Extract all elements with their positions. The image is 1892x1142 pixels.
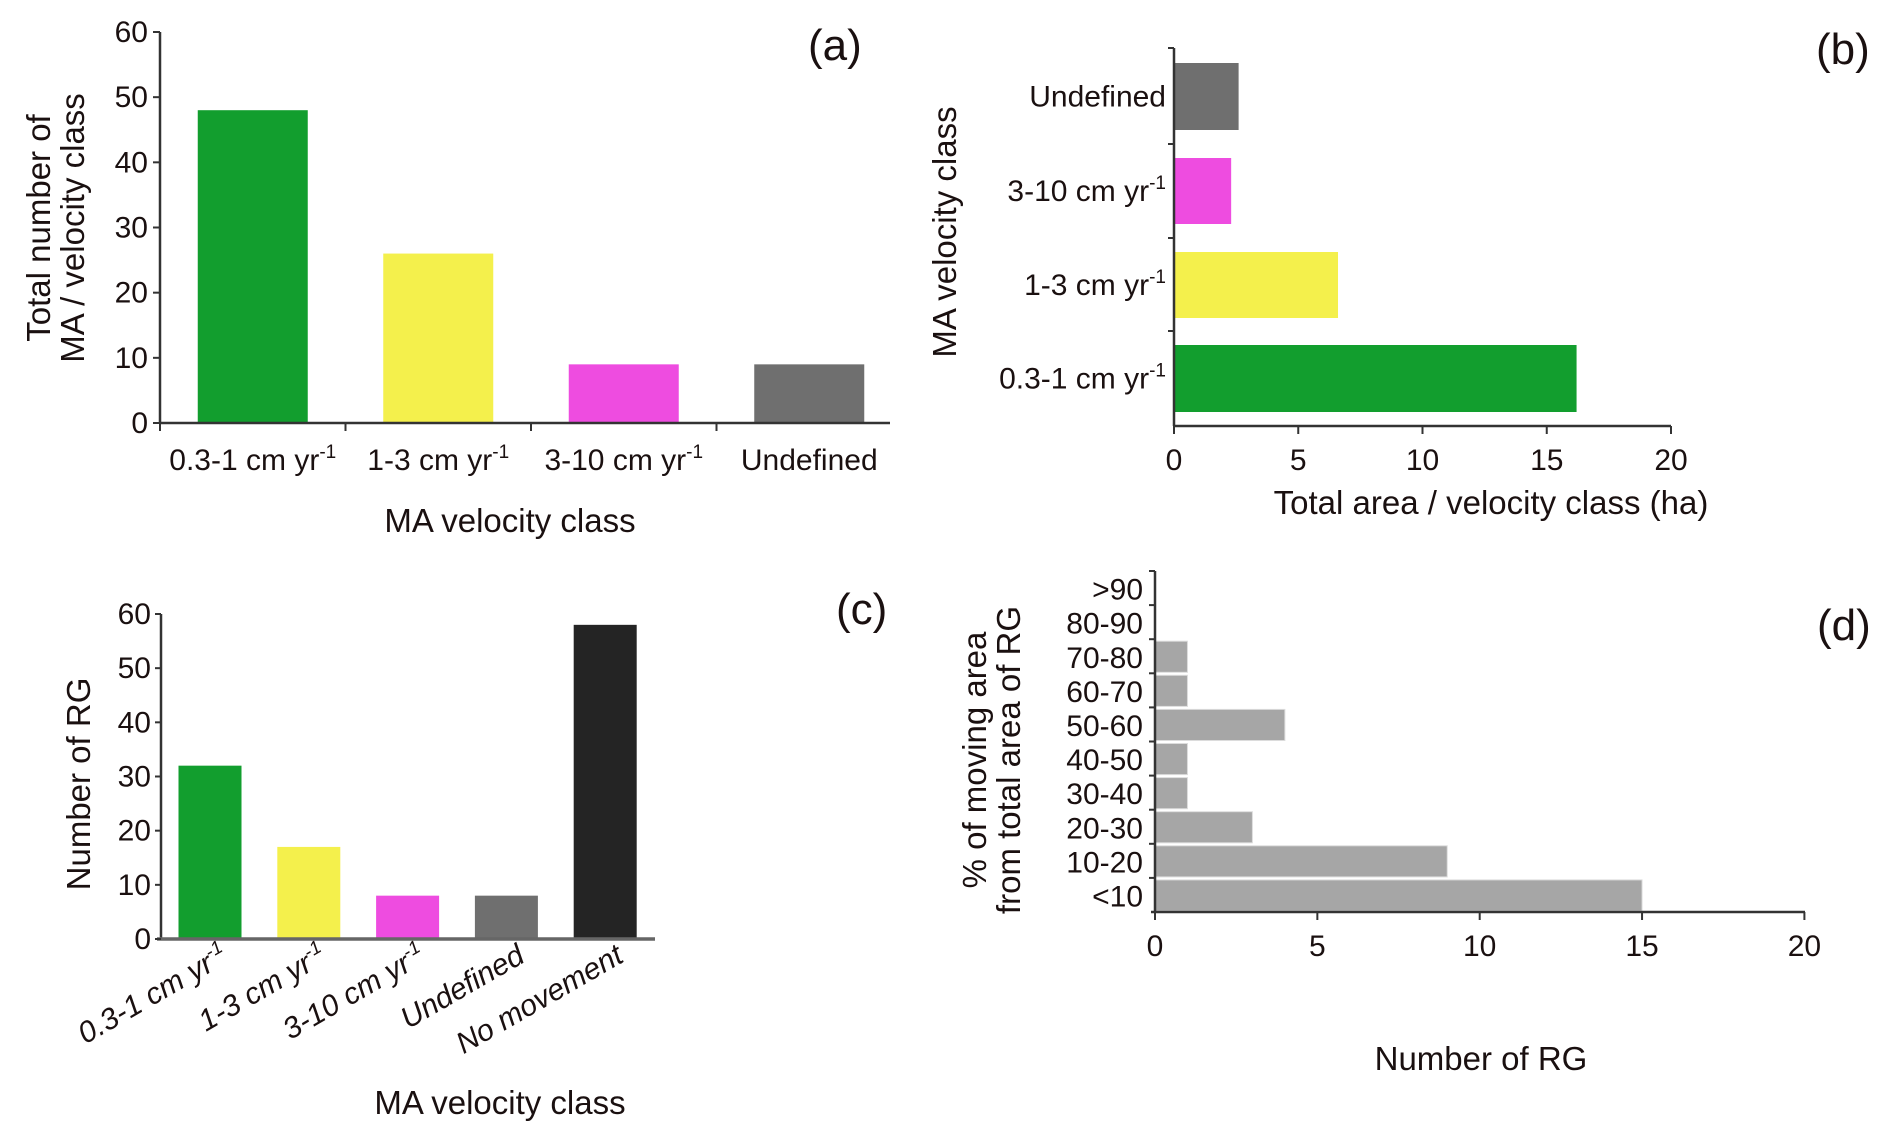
y-tick-label-b: 1-3 cm yr-1 (1024, 267, 1166, 302)
x-tick-label-a: 0.3-1 cm yr-1 (169, 442, 336, 477)
x-tick-label-d: 15 (1625, 930, 1658, 963)
y-tick-label-a: 0 (131, 407, 148, 440)
panel-d-ylabel-line1: % of moving area (956, 631, 993, 888)
panel-a-label: (a) (808, 21, 862, 70)
panel-c-chart: 0.3-1 cm yr-11-3 cm yr-13-10 cm yr-1Unde… (60, 585, 887, 1121)
bar-a-2 (568, 364, 679, 423)
y-tick-label-d: 20-30 (1066, 812, 1143, 845)
x-tick-label-a: 1-3 cm yr-1 (367, 442, 509, 477)
bar-a-3 (754, 364, 865, 423)
panel-b-label: (b) (1816, 25, 1870, 74)
y-tick-label-a: 20 (115, 277, 148, 310)
x-tick-label-b: 5 (1290, 444, 1307, 477)
x-tick-label-d: 5 (1309, 930, 1326, 963)
y-tick-label-d: 60-70 (1066, 676, 1143, 709)
bar-a-0 (197, 110, 308, 423)
y-tick-label-d: 30-40 (1066, 778, 1143, 811)
y-tick-label-b: 3-10 cm yr-1 (1007, 173, 1166, 208)
bar-c-3 (474, 895, 538, 939)
bar-d-6 (1154, 674, 1188, 707)
panel-b-chart: 0.3-1 cm yr-1 1-3 cm yr-1 3-10 cm yr-1 Unde… (926, 25, 1870, 521)
bar-b-3 (1174, 63, 1239, 130)
bar-c-1 (277, 846, 341, 939)
y-tick-label-b: 0.3-1 cm yr-1 (999, 361, 1166, 396)
panel-c-xlabel: MA velocity class (374, 1084, 625, 1121)
y-tick-label-d: 40-50 (1066, 744, 1143, 777)
panel-a-ylabel-line2: MA / velocity class (54, 93, 91, 363)
panel-d-axes: <1010-2020-3030-4040-5050-6060-7070-8080… (1066, 570, 1821, 963)
panel-a-ylabel-line1: Total number of (20, 113, 57, 341)
y-tick-label-d: 50-60 (1066, 710, 1143, 743)
bar-c-2 (376, 895, 440, 939)
panel-b-ylabel: MA velocity class (926, 106, 963, 357)
x-tick-label-a: 3-10 cm yr-1 (544, 442, 703, 477)
x-tick-label-c: No movement (450, 938, 630, 1061)
x-tick-label-b: 0 (1166, 444, 1183, 477)
panel-b-xlabel: Total area / velocity class (ha) (1274, 484, 1709, 521)
y-tick-label-d: >90 (1092, 574, 1143, 607)
panel-d-ylabel: % of moving area from total area of RG (956, 606, 1027, 914)
x-tick-label-d: 0 (1147, 930, 1164, 963)
x-tick-label-d: 10 (1463, 930, 1496, 963)
bar-d-3 (1154, 777, 1188, 810)
bar-d-4 (1154, 743, 1188, 776)
y-tick-label-c: 30 (118, 761, 151, 794)
panel-a-bars (197, 110, 865, 423)
panel-a-ylabel: Total number of MA / velocity class (20, 93, 91, 363)
y-tick-label-d: 70-80 (1066, 642, 1143, 675)
x-tick-label-d: 20 (1788, 930, 1821, 963)
y-tick-label-c: 20 (118, 815, 151, 848)
bar-c-4 (573, 624, 637, 939)
bar-d-7 (1154, 640, 1188, 673)
panel-a-chart: 0.3-1 cm yr-1 1-3 cm yr-1 3-10 cm yr-1 Unde… (20, 16, 890, 539)
x-tick-label-b: 10 (1406, 444, 1439, 477)
panel-d-chart: <1010-2020-3030-4040-5050-6060-7070-8080… (956, 570, 1871, 1077)
panel-c-label: (c) (836, 585, 887, 634)
panel-d-ylabel-line2: from total area of RG (990, 606, 1027, 914)
panel-a-axes: 0.3-1 cm yr-1 1-3 cm yr-1 3-10 cm yr-1 Unde… (115, 16, 890, 477)
panel-b-bars (1174, 63, 1577, 412)
bar-c-0 (178, 765, 242, 939)
y-tick-label-c: 50 (118, 652, 151, 685)
y-tick-label-b: Undefined (1029, 81, 1166, 114)
y-tick-label-c: 10 (118, 869, 151, 902)
y-tick-label-c: 40 (118, 706, 151, 739)
y-tick-label-a: 40 (115, 146, 148, 179)
bar-d-5 (1154, 708, 1286, 742)
bar-d-1 (1154, 845, 1448, 878)
y-tick-label-a: 30 (115, 212, 148, 245)
y-tick-label-a: 10 (115, 342, 148, 375)
x-tick-label-b: 15 (1530, 444, 1563, 477)
x-tick-label-b: 20 (1654, 444, 1687, 477)
y-tick-label-d: 10-20 (1066, 846, 1143, 879)
panel-c-axes: 0.3-1 cm yr-11-3 cm yr-13-10 cm yr-1Unde… (72, 598, 655, 1061)
x-tick-label-a: Undefined (741, 444, 878, 477)
y-tick-label-d: <10 (1092, 880, 1143, 913)
panel-d-label: (d) (1817, 601, 1871, 650)
bar-b-1 (1174, 252, 1339, 318)
bar-d-0 (1154, 879, 1643, 912)
y-tick-label-a: 60 (115, 16, 148, 49)
panel-d-bars (1154, 640, 1643, 912)
panel-c-bars (178, 624, 637, 939)
y-tick-label-d: 80-90 (1066, 608, 1143, 641)
bar-b-2 (1174, 158, 1232, 224)
y-tick-label-a: 50 (115, 81, 148, 114)
bar-a-1 (383, 253, 494, 423)
panel-d-xlabel: Number of RG (1375, 1040, 1588, 1077)
bar-b-0 (1174, 345, 1577, 412)
y-tick-label-c: 0 (134, 923, 151, 956)
panel-b-axes: 0.3-1 cm yr-1 1-3 cm yr-1 3-10 cm yr-1 Unde… (999, 47, 1688, 477)
panel-a-xlabel: MA velocity class (384, 502, 635, 539)
bar-d-2 (1154, 811, 1253, 844)
panel-c-ylabel: Number of RG (60, 678, 97, 891)
y-tick-label-c: 60 (118, 598, 151, 631)
